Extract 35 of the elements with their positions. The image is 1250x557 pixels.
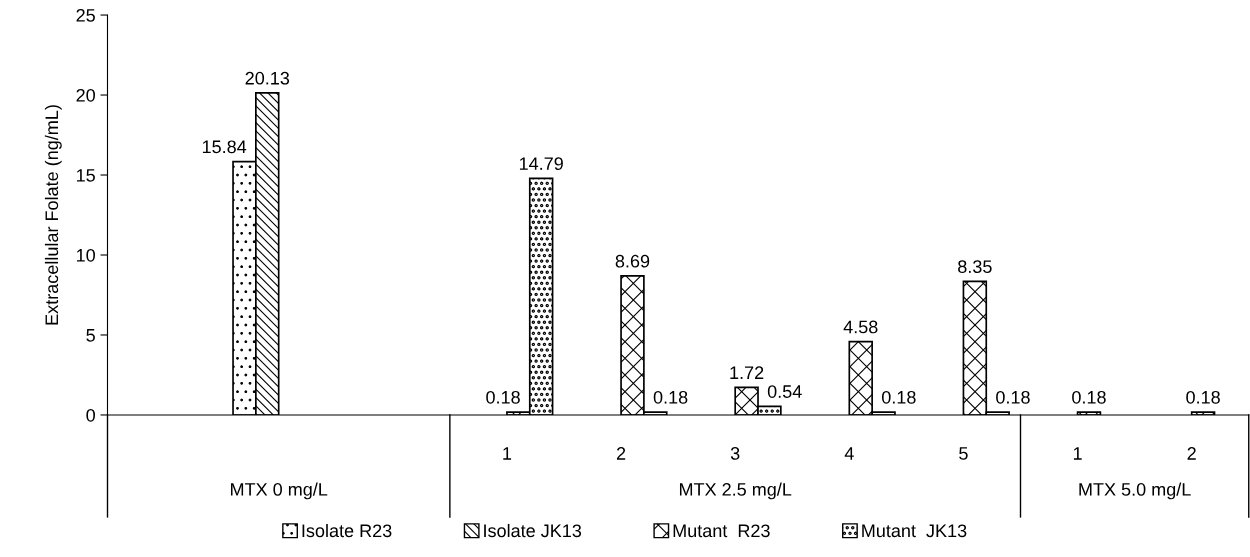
data-label: 0.18 [996,390,1030,404]
x-tick-label: 5 [959,447,968,460]
data-label: 0.18 [653,390,688,404]
data-label: 4.58 [843,320,878,334]
y-tick-label: 25 [76,8,95,22]
x-tick-label: 2 [1187,447,1196,460]
x-tick-label: 1 [1073,447,1082,460]
data-label: 14.79 [519,157,563,170]
legend-label: Mutant R23 [673,524,770,538]
y-tick-label: 5 [86,329,95,342]
y-tick-label: 20 [76,88,95,102]
data-label: 0.18 [486,390,520,404]
legend-label: Isolate JK13 [484,523,582,538]
data-label: 8.35 [958,260,992,274]
data-label: 0.18 [1072,390,1106,404]
legend-label: Isolate R23 [302,523,392,538]
data-label: 20.13 [245,71,290,85]
data-label: 15.84 [202,140,247,154]
data-label: 0.54 [767,385,802,398]
x-tick-label: 2 [616,447,626,460]
data-label: 1.72 [730,366,764,379]
y-tick-label: 10 [76,248,95,262]
y-tick-label: 15 [76,169,95,182]
legend-label: Mutant JK13 [862,524,967,538]
x-tick-label: 3 [730,447,740,460]
text: MTX 0 mg/L [231,482,328,500]
text: MTX 5.0 mg/L [1079,482,1191,500]
data-label: 0.18 [881,390,916,404]
text: MTX 2.5 mg/L [679,482,792,500]
data-label: 0.18 [1186,390,1220,404]
x-tick-label: 1 [503,447,512,460]
x-tick-label: 4 [844,447,854,460]
y-axis-title: Extracellular Folate (ng/mL) [44,105,62,325]
y-tick-label: 0 [86,408,95,422]
data-label: 8.69 [615,254,650,268]
